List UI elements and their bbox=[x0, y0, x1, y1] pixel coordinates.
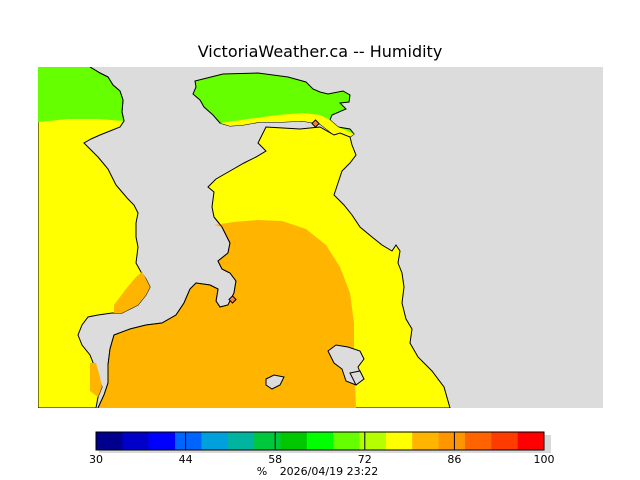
inlet-island-tiny bbox=[349, 370, 365, 386]
south-island-orange bbox=[98, 220, 356, 408]
inlet-island-small bbox=[265, 374, 285, 390]
legend-swatch bbox=[175, 432, 202, 450]
station-north-marker bbox=[311, 119, 320, 128]
legend-swatch bbox=[96, 432, 123, 450]
legend-timestamp: 2026/04/19 23:22 bbox=[280, 465, 379, 478]
legend-ticks: 30 44 58 72 86 100 bbox=[89, 432, 555, 466]
legend-tick-label: 58 bbox=[268, 453, 282, 466]
legend-swatch bbox=[517, 432, 545, 450]
legend-swatch bbox=[227, 432, 255, 450]
page-title: VictoriaWeather.ca -- Humidity bbox=[197, 42, 443, 61]
legend-tick-label: 30 bbox=[89, 453, 103, 466]
legend-swatch bbox=[201, 432, 229, 450]
legend-swatch bbox=[148, 432, 176, 450]
legend-swatch bbox=[254, 432, 281, 450]
legend-swatch bbox=[412, 432, 440, 450]
legend-swatch bbox=[491, 432, 519, 450]
west-shore-green bbox=[38, 67, 124, 122]
legend-tick-label: 44 bbox=[179, 453, 193, 466]
legend-tick-label: 72 bbox=[358, 453, 372, 466]
humidity-map bbox=[38, 67, 603, 408]
west-shore-orange-lower bbox=[90, 363, 102, 397]
legend-color-bar bbox=[95, 431, 551, 453]
legend-unit: % bbox=[257, 465, 267, 478]
legend-swatch bbox=[333, 432, 361, 450]
legend-tick-label: 100 bbox=[534, 453, 555, 466]
legend-swatch bbox=[359, 432, 387, 450]
legend-swatch bbox=[306, 432, 334, 450]
legend-tick-label: 86 bbox=[447, 453, 461, 466]
legend-swatch bbox=[280, 432, 308, 450]
station-victoria-marker bbox=[228, 295, 237, 304]
legend-swatch bbox=[385, 432, 413, 450]
west-shore-orange bbox=[114, 272, 150, 313]
legend-swatch bbox=[122, 432, 150, 450]
north-peninsula-yellow bbox=[220, 113, 354, 137]
west-shore-outline bbox=[89, 67, 125, 122]
south-island-outline bbox=[97, 216, 237, 408]
legend-swatch bbox=[464, 432, 492, 450]
legend-swatch bbox=[438, 432, 466, 450]
